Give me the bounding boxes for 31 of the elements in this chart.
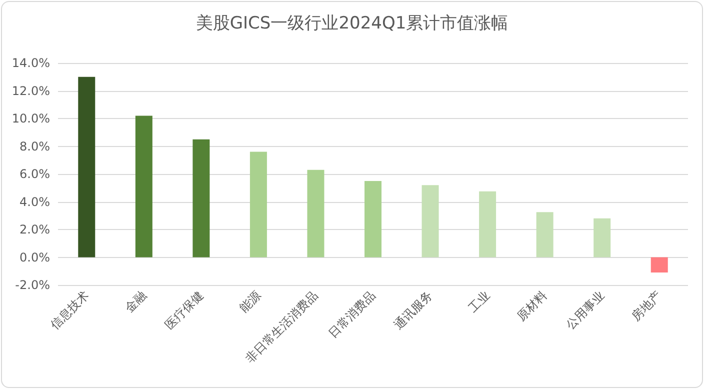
y-tick-label: 14.0% (12, 56, 50, 70)
x-tick-label: 能源 (236, 288, 264, 315)
y-tick-label: 12.0% (12, 84, 50, 98)
x-tick-label: 房地产 (628, 288, 664, 324)
y-tick-label: -2.0% (15, 278, 50, 292)
x-tick-label: 信息技术 (48, 288, 92, 332)
y-tick-label: 6.0% (20, 167, 50, 181)
x-tick-label: 公用事业 (563, 288, 608, 332)
bar (536, 212, 554, 258)
bar (364, 180, 382, 258)
bar (650, 257, 668, 273)
x-tick-label: 日常消费品 (326, 288, 378, 340)
x-tick-label: 通讯服务 (391, 288, 436, 332)
bar (192, 139, 210, 258)
y-tick-label: 8.0% (20, 139, 50, 154)
bar (78, 76, 96, 258)
bar (307, 170, 324, 258)
x-tick-label: 医疗保健 (162, 288, 206, 332)
bar (594, 218, 611, 258)
bar (250, 152, 267, 258)
y-tick-label: 2.0% (20, 222, 50, 236)
bar (422, 185, 439, 258)
bar (479, 191, 496, 258)
x-tick-label: 工业 (466, 288, 492, 315)
x-tick-label: 金融 (122, 288, 149, 315)
chart-title: 美股GICS一级行业2024Q1累计市值涨幅 (196, 14, 508, 34)
y-tick-label: 0.0% (20, 250, 50, 264)
x-tick-label: 原材料 (514, 288, 550, 324)
y-tick-label: 10.0% (12, 112, 50, 126)
y-tick-label: 4.0% (20, 194, 50, 209)
bar (135, 116, 152, 258)
